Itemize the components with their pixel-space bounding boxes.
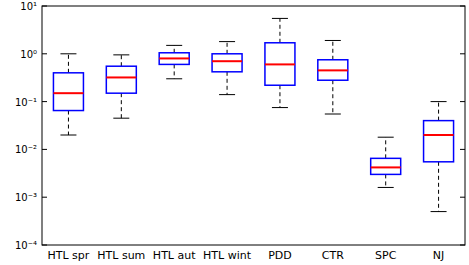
lower-whisker: [279, 85, 280, 107]
x-tick-label: HTL spr: [48, 249, 90, 262]
y-tick: [460, 101, 465, 102]
median: [53, 92, 83, 94]
lower-whisker: [438, 162, 439, 212]
lower-whisker: [227, 72, 228, 95]
x-tick-label: SPC: [375, 249, 397, 262]
whisker-cap: [60, 135, 76, 136]
y-tick: [42, 149, 47, 150]
box: [159, 53, 189, 65]
x-tick-label: CTR: [322, 249, 344, 262]
box: [424, 121, 454, 162]
x-tick-label: HTL sum: [97, 249, 145, 262]
whisker-cap: [325, 114, 341, 115]
whisker-cap: [378, 137, 394, 138]
lower-whisker: [332, 80, 333, 114]
lower-whisker: [385, 174, 386, 187]
y-tick: [42, 101, 47, 102]
whisker-cap: [166, 45, 182, 46]
whisker-cap: [272, 18, 288, 19]
lower-whisker: [121, 93, 122, 118]
upper-whisker: [438, 102, 439, 121]
box: [53, 73, 83, 111]
x-tick-label: HTL wint: [203, 249, 252, 262]
y-tick-label: 10⁰: [20, 49, 37, 60]
box: [318, 60, 348, 80]
whisker-cap: [325, 40, 341, 41]
whisker-cap: [219, 94, 235, 95]
x-tick-label: NJ: [433, 249, 444, 262]
whisker-cap: [272, 107, 288, 108]
whisker-cap: [113, 118, 129, 119]
chart: 10⁻⁴ 10⁻³ 10⁻² 10⁻¹ 10⁰ 10¹ HTL spr HTL sum HTL …: [0, 0, 469, 265]
median: [212, 60, 242, 62]
whisker-cap: [166, 78, 182, 79]
upper-whisker: [279, 18, 280, 42]
y-tick: [460, 149, 465, 150]
median: [106, 76, 136, 78]
upper-whisker: [68, 54, 69, 73]
whisker-cap: [431, 211, 447, 212]
y-tick-label: 10⁻¹: [15, 97, 37, 108]
lower-whisker: [174, 64, 175, 78]
median: [424, 134, 454, 136]
y-tick-label: 10⁻³: [15, 192, 37, 203]
upper-whisker: [174, 45, 175, 52]
box: [371, 158, 401, 174]
x-tick-label: HTL aut: [153, 249, 196, 262]
box: [265, 43, 295, 85]
y-tick: [460, 197, 465, 198]
median: [265, 63, 295, 65]
upper-whisker: [332, 40, 333, 59]
median: [371, 166, 401, 168]
x-tick-label: PDD: [268, 249, 292, 262]
y-tick-label: 10⁻²: [15, 144, 37, 155]
plot-frame: [42, 6, 465, 245]
y-tick: [460, 53, 465, 54]
median: [159, 57, 189, 59]
whisker-cap: [219, 41, 235, 42]
box: [212, 54, 242, 72]
median: [318, 69, 348, 71]
boxes: [53, 18, 453, 211]
whisker-cap: [431, 101, 447, 102]
whisker-cap: [113, 54, 129, 55]
whisker-cap: [60, 53, 76, 54]
y-tick-label: 10¹: [20, 1, 37, 12]
y-tick: [42, 53, 47, 54]
upper-whisker: [227, 42, 228, 54]
lower-whisker: [68, 111, 69, 135]
upper-whisker: [121, 55, 122, 66]
whisker-cap: [378, 187, 394, 188]
upper-whisker: [385, 137, 386, 158]
box: [106, 66, 136, 93]
y-tick-label: 10⁻⁴: [15, 240, 37, 251]
y-tick: [42, 197, 47, 198]
